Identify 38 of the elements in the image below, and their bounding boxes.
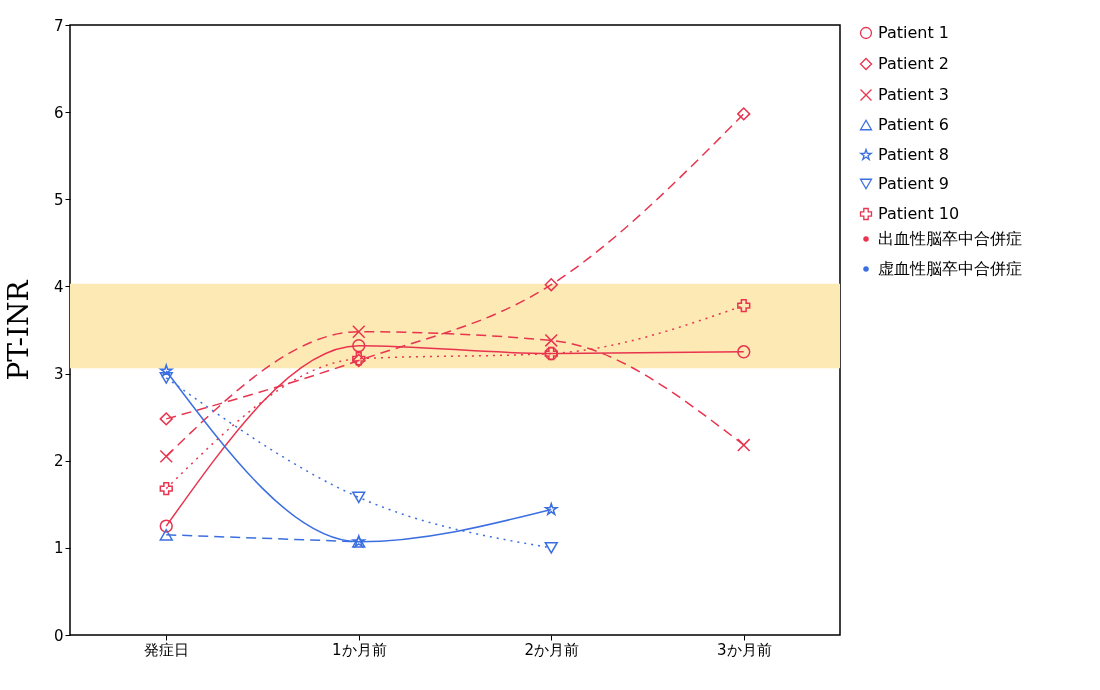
- legend-label: Patient 1: [878, 23, 949, 42]
- y-tick-label: 0: [53, 626, 64, 645]
- legend-label: Patient 6: [878, 115, 949, 134]
- y-tick-label: 5: [53, 190, 64, 209]
- point: [544, 278, 558, 292]
- point: [159, 412, 173, 426]
- legend-label: Patient 10: [878, 204, 960, 223]
- point: [737, 345, 751, 359]
- point: [737, 298, 751, 313]
- point: [737, 107, 751, 121]
- y-tick-label: 3: [53, 365, 64, 384]
- text: 出血性脳卒中合併症: [878, 229, 1022, 248]
- y-tick-label: 6: [53, 103, 64, 122]
- x-tick-label: 2か月前: [524, 640, 580, 659]
- point: [159, 364, 173, 377]
- x-tick-label: 発症日: [144, 640, 190, 659]
- point: [544, 333, 558, 348]
- point: [544, 541, 558, 554]
- y-tick-label: 2: [53, 452, 64, 471]
- x-tick-label: 1か月前: [331, 640, 387, 659]
- point: [352, 325, 366, 339]
- text: 虚血性脳卒中合併症: [878, 259, 1022, 278]
- point: [352, 339, 366, 353]
- legend-label: Patient 9: [878, 174, 949, 193]
- point: [544, 502, 558, 516]
- legend-label: Patient 3: [878, 85, 949, 104]
- y-tick-label: 7: [53, 16, 64, 35]
- point: [159, 449, 173, 464]
- point: [159, 481, 173, 496]
- point: [737, 438, 751, 452]
- point: [159, 372, 173, 384]
- point: [352, 491, 366, 504]
- legend-label: Patient 2: [878, 54, 949, 73]
- x-tick-label: 3か月前: [716, 640, 772, 659]
- y-tick-label: 1: [53, 539, 64, 558]
- legend-label: Patient 8: [878, 145, 949, 164]
- y-tick-label: 4: [53, 277, 64, 296]
- y-axis-title: PT-INR: [1, 279, 35, 381]
